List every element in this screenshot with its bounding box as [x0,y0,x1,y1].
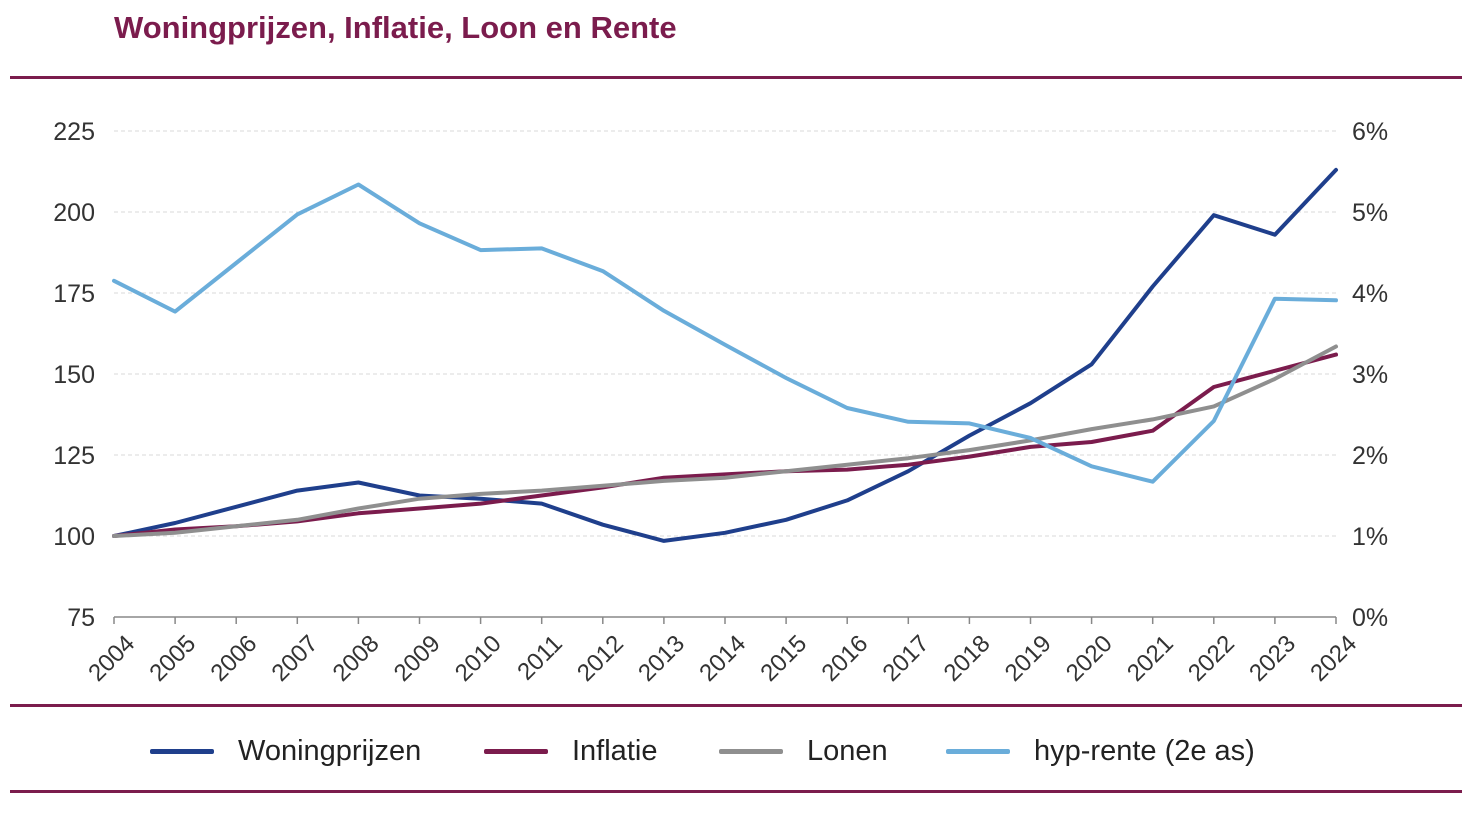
x-tick-label: 2013 [633,630,690,687]
right-tick-label: 2% [1352,442,1388,470]
right-tick-label: 4% [1352,280,1388,308]
x-tick-label: 2008 [328,630,385,687]
legend-item-hyp-rente-2e-as: hyp-rente (2e as) [946,728,1255,774]
x-tick-label: 2010 [450,630,507,687]
x-axis-ticks: 2004 2005 2006 2007 2008 2009 2010 2011 2012 2013… [83,617,1362,687]
left-tick-label: 100 [53,523,95,551]
legend-label: Inflatie [572,734,658,767]
left-tick-label: 125 [53,442,95,470]
x-tick-label: 2014 [694,630,751,687]
right-tick-label: 3% [1352,361,1388,389]
legend-swatch [150,748,214,754]
line-chart: 75 100 125 150 175 200 225 0% 1% 2% 3% 4% 5% 6% 2004… [53,118,1388,687]
legend-swatch [946,748,1010,754]
x-tick-label: 2022 [1183,630,1240,687]
x-tick-label: 2024 [1305,630,1362,687]
x-tick-label: 2021 [1122,630,1179,687]
legend-label: Woningprijzen [238,734,422,767]
legend-swatch [484,748,548,754]
x-tick-label: 2009 [389,630,446,687]
series-lines [112,167,1338,543]
chart-title: Woningprijzen, Inflatie, Loon en Rente [114,10,677,45]
x-tick-label: 2007 [267,630,324,687]
right-axis-ticks: 0% 1% 2% 3% 4% 5% 6% [1352,118,1388,632]
series-line-lonen [112,344,1338,538]
x-tick-label: 2019 [1000,630,1057,687]
left-tick-label: 175 [53,280,95,308]
legend-item-woningprijzen: Woningprijzen [150,728,421,774]
x-tick-label: 2018 [939,630,996,687]
legend-top-divider [10,704,1462,707]
right-tick-label: 0% [1352,604,1388,632]
x-tick-label: 2004 [83,630,140,687]
right-tick-label: 1% [1352,523,1388,551]
x-tick-label: 2011 [512,630,568,686]
left-tick-label: 150 [53,361,95,389]
left-tick-label: 225 [53,118,95,146]
gridlines [114,130,1336,537]
legend-item-inflatie: Inflatie [484,728,657,774]
right-tick-label: 5% [1352,199,1388,227]
x-tick-label: 2016 [816,630,873,687]
x-tick-label: 2005 [144,630,201,687]
legend: Woningprijzen Inflatie Lonen hyp-rente (2e … [0,728,1478,774]
left-tick-label: 200 [53,199,95,227]
legend-swatch [719,748,783,754]
x-tick-label: 2017 [878,630,935,687]
legend-label: hyp-rente (2e as) [1034,734,1255,767]
x-tick-label: 2006 [205,630,262,687]
legend-item-lonen: Lonen [719,728,888,774]
series-line-hyp-rente-2e-as [112,182,1338,484]
series-line-inflatie [112,352,1338,538]
left-axis-ticks: 75 100 125 150 175 200 225 [53,118,95,632]
x-tick-label: 2012 [572,630,629,687]
right-tick-label: 6% [1352,118,1388,146]
x-tick-label: 2023 [1244,630,1301,687]
top-divider [10,76,1462,79]
left-tick-label: 75 [67,604,95,632]
bottom-divider [10,790,1462,793]
x-tick-label: 2015 [755,630,812,687]
series-line-woningprijzen [112,167,1338,543]
x-tick-label: 2020 [1061,630,1118,687]
legend-label: Lonen [807,734,888,767]
